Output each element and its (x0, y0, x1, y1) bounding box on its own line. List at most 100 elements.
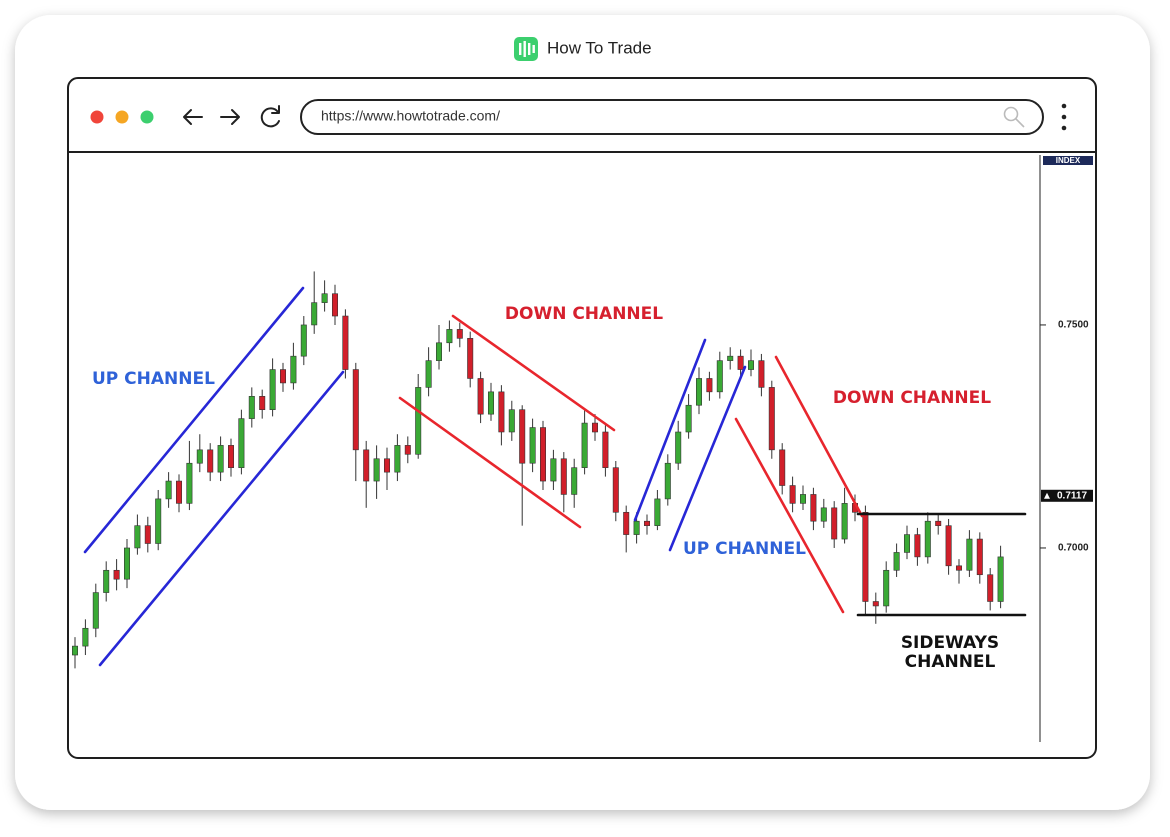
candle-body (602, 431, 609, 468)
candle-body (820, 507, 827, 522)
window-minimize[interactable] (115, 110, 129, 124)
candle-body (706, 378, 713, 393)
candle-body (300, 324, 307, 357)
candle-body (654, 498, 661, 526)
candle-body (519, 409, 526, 464)
index-badge (1043, 156, 1093, 165)
candle-body (747, 360, 754, 370)
annotation: CHANNEL (905, 652, 996, 672)
candle-body (810, 494, 817, 522)
candle-body (248, 396, 255, 419)
candle-body (207, 449, 214, 473)
candle-body (550, 458, 557, 482)
candle-body (394, 445, 401, 473)
candle-body (591, 422, 598, 433)
channel-line (98, 370, 345, 667)
annotation: UP CHANNEL (92, 369, 215, 389)
chart: INDEX UP CHANNEL DOWN CHANNEL UP CHANNEL… (72, 155, 1093, 742)
candle-body (498, 391, 505, 433)
candle-body (935, 520, 942, 526)
candle-body (435, 342, 442, 361)
candle-body (987, 574, 994, 602)
candle-body (238, 418, 245, 468)
candle-body (404, 445, 411, 455)
window-maximize[interactable] (140, 110, 154, 124)
channel-line (451, 314, 616, 432)
brand-icon-bar (532, 45, 535, 53)
candle-body (165, 480, 172, 500)
candle-body (675, 431, 682, 464)
candle-body (581, 422, 588, 468)
annotation: SIDEWAYS (901, 633, 999, 653)
candle-body (831, 507, 838, 540)
candle-body (664, 462, 671, 500)
candle-body (643, 520, 650, 526)
candle-body (789, 485, 796, 504)
candle-body (862, 511, 869, 602)
channel-line (774, 355, 864, 518)
candle-body (113, 569, 120, 580)
candle-body (321, 293, 328, 303)
browser-window (67, 77, 1097, 759)
candle-body (560, 458, 567, 495)
forward-button[interactable] (220, 109, 240, 125)
candle-body (539, 427, 546, 482)
candle-body (695, 378, 702, 406)
candle-body (841, 503, 848, 540)
candle-body (997, 556, 1004, 602)
candle-body (228, 445, 235, 468)
candle-body (92, 592, 99, 629)
index-label: INDEX (1056, 156, 1081, 165)
brand: How To Trade (514, 37, 652, 61)
candle-body (612, 467, 619, 513)
candle-body (290, 355, 297, 384)
candle-body (976, 538, 983, 576)
search-icon[interactable] (1003, 106, 1025, 128)
window-close[interactable] (90, 110, 104, 124)
last-price-label: 0.7117 (1057, 490, 1087, 501)
address-bar[interactable] (300, 99, 1044, 135)
candle-body (966, 538, 973, 571)
menu-button[interactable] (1061, 103, 1067, 131)
annotation: DOWN CHANNEL (833, 388, 991, 408)
channel-line (398, 396, 582, 529)
back-button[interactable] (183, 109, 203, 125)
candle-body (633, 520, 640, 535)
candle-body (124, 547, 131, 580)
candle-body (72, 645, 79, 656)
candle-body (623, 511, 630, 535)
candle-body (903, 534, 910, 553)
candle-body (529, 427, 536, 464)
candle-body (383, 458, 390, 473)
candle-body (144, 525, 151, 544)
candle-body (893, 552, 900, 571)
candle-body (456, 329, 463, 339)
candle-body (758, 360, 765, 388)
candle-body (331, 293, 338, 317)
candle-body (176, 480, 183, 504)
candle-body (196, 449, 203, 464)
channel-line (633, 338, 707, 522)
candle-body (415, 387, 422, 455)
candle-body (217, 445, 224, 473)
candle-body (311, 302, 318, 326)
candle-body (363, 449, 370, 482)
candle-body (768, 387, 775, 451)
candle-body (945, 525, 952, 567)
candle-body (508, 409, 515, 433)
brand-title: How To Trade (547, 38, 652, 57)
candle-body (924, 520, 931, 558)
candle-body (716, 360, 723, 393)
candle-body (914, 534, 921, 558)
candle-body (279, 369, 286, 384)
candle-body (155, 498, 162, 544)
candle-body (799, 494, 806, 504)
reload-button[interactable] (260, 105, 280, 128)
candle-body (134, 525, 141, 549)
last-price-arrow (1044, 492, 1050, 499)
url: https://www.howtotrade.com/ (321, 108, 500, 124)
candles (72, 271, 1004, 669)
candle-body (373, 458, 380, 482)
